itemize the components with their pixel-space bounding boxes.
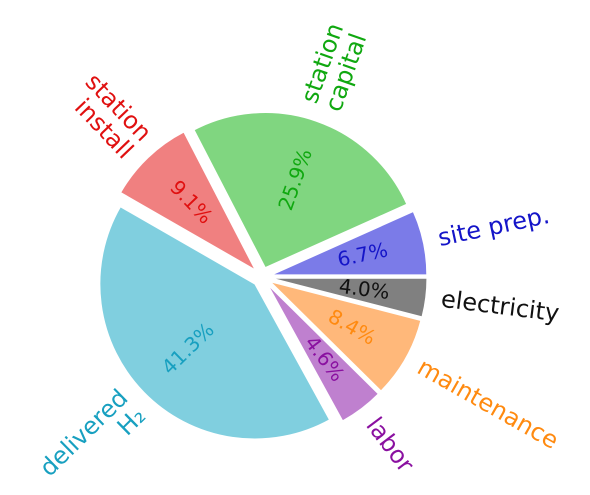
percent-label: 4.0% (338, 273, 391, 303)
slice-label: electricity (439, 285, 560, 328)
slice-label-group: labor (360, 412, 419, 478)
pie-slice (267, 284, 380, 422)
slice-label-group: site prep. (435, 201, 552, 252)
pie-slice (271, 210, 428, 276)
pie-slice (193, 112, 408, 269)
text-line: electricity (439, 285, 560, 328)
slice-label-group: electricity (439, 285, 560, 328)
pie-slice (269, 280, 422, 392)
slice-label: site prep. (435, 201, 552, 252)
text-line: 4.0% (338, 273, 391, 303)
slice-label-group: maintenance (413, 353, 564, 455)
slice-label: deliveredH₂ (34, 384, 151, 495)
slice-label: stationcapital (295, 20, 372, 116)
text-line: site prep. (435, 201, 552, 252)
percent-label-group: 4.0% (338, 273, 391, 303)
slice-label: labor (360, 412, 419, 478)
text-line: maintenance (413, 353, 564, 455)
pie-slice (271, 277, 428, 318)
slice-label-group: stationinstall (62, 68, 158, 164)
slice-label: maintenance (413, 353, 564, 455)
slice-label-group: stationcapital (295, 20, 372, 116)
pie-slice (120, 131, 257, 272)
text-line: delivered (34, 384, 133, 482)
pie-slice (99, 206, 331, 440)
slice-label-group: deliveredH₂ (34, 384, 151, 495)
text-line: labor (360, 412, 419, 478)
slice-label: stationinstall (62, 68, 158, 164)
